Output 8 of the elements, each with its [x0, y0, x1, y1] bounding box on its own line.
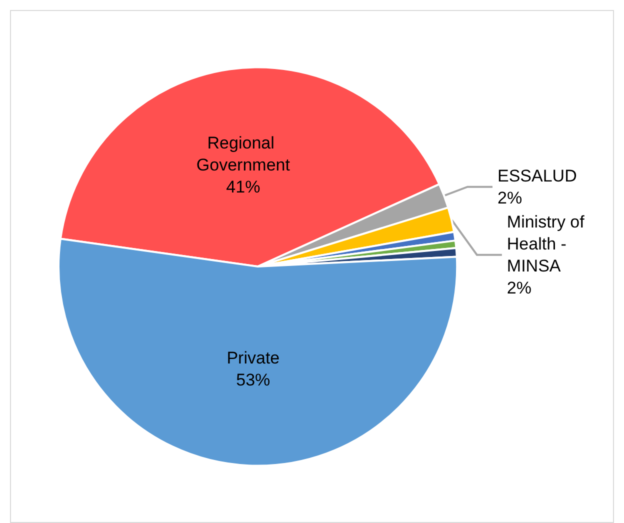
data-label: 2% — [497, 188, 522, 208]
slice-label: Ministry of Health - MINSA — [506, 212, 590, 276]
data-label: 41% — [226, 177, 260, 196]
slice-label: ESSALUD — [497, 166, 577, 186]
slice-label: Private — [226, 348, 280, 368]
data-label: 53% — [236, 370, 270, 390]
slice-label: Regional Government — [196, 133, 290, 174]
data-label: 2% — [506, 278, 532, 298]
